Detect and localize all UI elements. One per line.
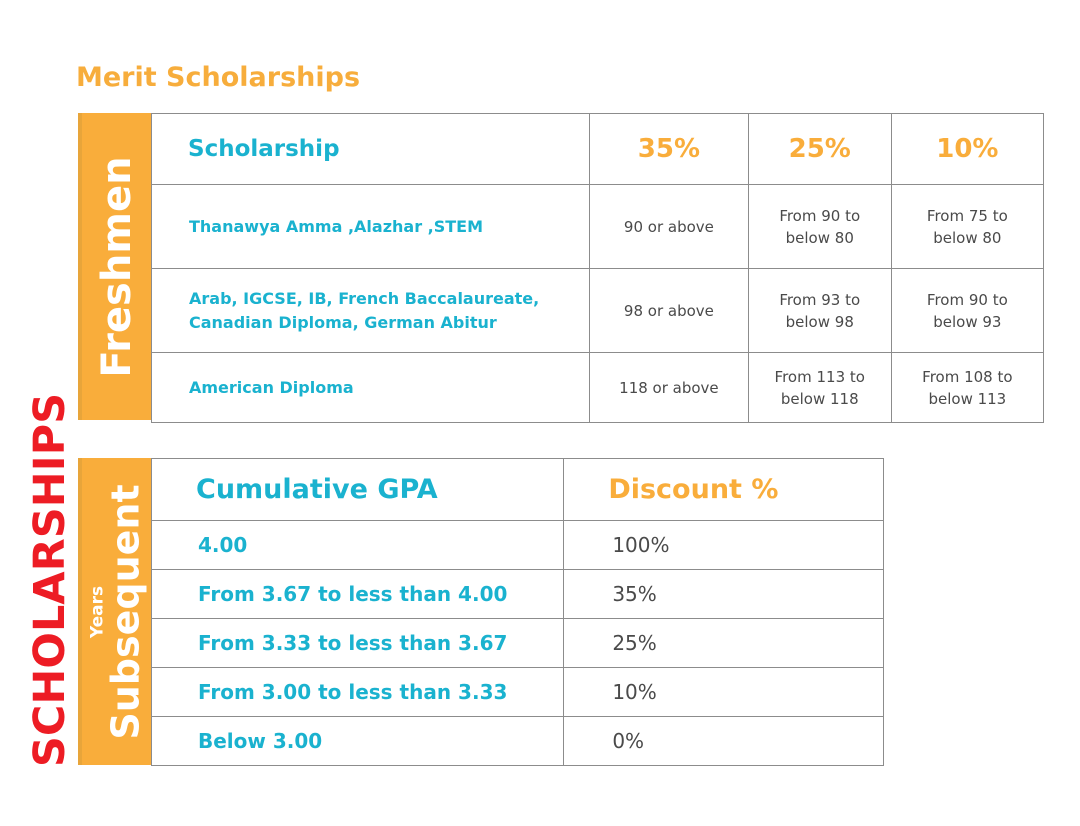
gpa-cell: From 3.00 to less than 3.33 <box>150 667 565 717</box>
category-cell: Thanawya Amma ,Alazhar ,STEM <box>150 184 591 269</box>
value-25-cell: From 90 to below 80 <box>747 184 892 269</box>
header-10-percent: 10% <box>890 113 1045 185</box>
freshmen-band: Freshmen <box>78 113 151 420</box>
value-35-cell: 118 or above <box>589 352 749 423</box>
category-cell: Arab, IGCSE, IB, French Baccalaureate, Ca… <box>150 268 591 353</box>
discount-cell: 0% <box>563 716 884 766</box>
table-row: Thanawya Amma ,Alazhar ,STEM 90 or above… <box>150 184 1045 269</box>
gpa-discount-table: Cumulative GPA Discount % 4.00 100% From… <box>150 458 884 766</box>
discount-cell: 35% <box>563 569 884 619</box>
scholarships-vertical-label: SCHOLARSHIPS <box>25 392 75 768</box>
value-35-cell: 98 or above <box>589 268 749 353</box>
page-title: Merit Scholarships <box>76 62 361 93</box>
freshmen-label: Freshmen <box>93 155 140 378</box>
table-row: Below 3.00 0% <box>150 716 884 766</box>
table-row: From 3.00 to less than 3.33 10% <box>150 667 884 717</box>
header-cumulative-gpa: Cumulative GPA <box>150 458 565 521</box>
table-header-row: Scholarship 35% 25% 10% <box>150 113 1045 185</box>
table-row: From 3.33 to less than 3.67 25% <box>150 618 884 668</box>
gpa-cell: From 3.33 to less than 3.67 <box>150 618 565 668</box>
table-row: 4.00 100% <box>150 520 884 570</box>
value-25-cell: From 113 to below 118 <box>747 352 892 423</box>
value-10-cell: From 75 to below 80 <box>890 184 1045 269</box>
table-header-row: Cumulative GPA Discount % <box>150 458 884 521</box>
header-35-percent: 35% <box>589 113 749 185</box>
value-10-cell: From 108 to below 113 <box>890 352 1045 423</box>
value-25-cell: From 93 to below 98 <box>747 268 892 353</box>
subsequent-label: Subsequent <box>103 483 147 740</box>
category-cell: American Diploma <box>150 352 591 423</box>
subsequent-years-label-group: Years Subsequent <box>87 483 147 740</box>
freshmen-scholarship-table: Scholarship 35% 25% 10% Thanawya Amma ,A… <box>150 113 1045 423</box>
header-scholarship: Scholarship <box>150 113 591 185</box>
table-row: Arab, IGCSE, IB, French Baccalaureate, Ca… <box>150 268 1045 353</box>
table-row: From 3.67 to less than 4.00 35% <box>150 569 884 619</box>
value-35-cell: 90 or above <box>589 184 749 269</box>
gpa-cell: From 3.67 to less than 4.00 <box>150 569 565 619</box>
discount-cell: 25% <box>563 618 884 668</box>
header-discount: Discount % <box>563 458 884 521</box>
header-25-percent: 25% <box>747 113 892 185</box>
gpa-cell: 4.00 <box>150 520 565 570</box>
subsequent-years-band: Years Subsequent <box>78 458 151 765</box>
discount-cell: 10% <box>563 667 884 717</box>
value-10-cell: From 90 to below 93 <box>890 268 1045 353</box>
discount-cell: 100% <box>563 520 884 570</box>
table-row: American Diploma 118 or above From 113 t… <box>150 352 1045 423</box>
gpa-cell: Below 3.00 <box>150 716 565 766</box>
